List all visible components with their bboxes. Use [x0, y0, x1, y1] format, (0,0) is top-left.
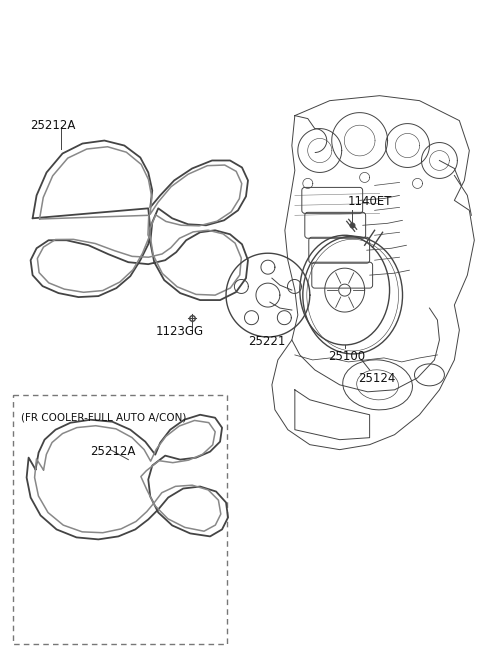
Text: 25100: 25100 [328, 350, 365, 363]
Text: 25221: 25221 [248, 335, 285, 348]
Text: (FR COOLER-FULL AUTO A/CON): (FR COOLER-FULL AUTO A/CON) [21, 413, 186, 422]
Text: 25124: 25124 [358, 372, 395, 385]
Text: 25212A: 25212A [90, 445, 136, 458]
Text: 1123GG: 1123GG [155, 325, 204, 338]
Bar [12, 395, 227, 644]
Text: 25212A: 25212A [31, 119, 76, 132]
Text: 1140ET: 1140ET [348, 195, 392, 208]
